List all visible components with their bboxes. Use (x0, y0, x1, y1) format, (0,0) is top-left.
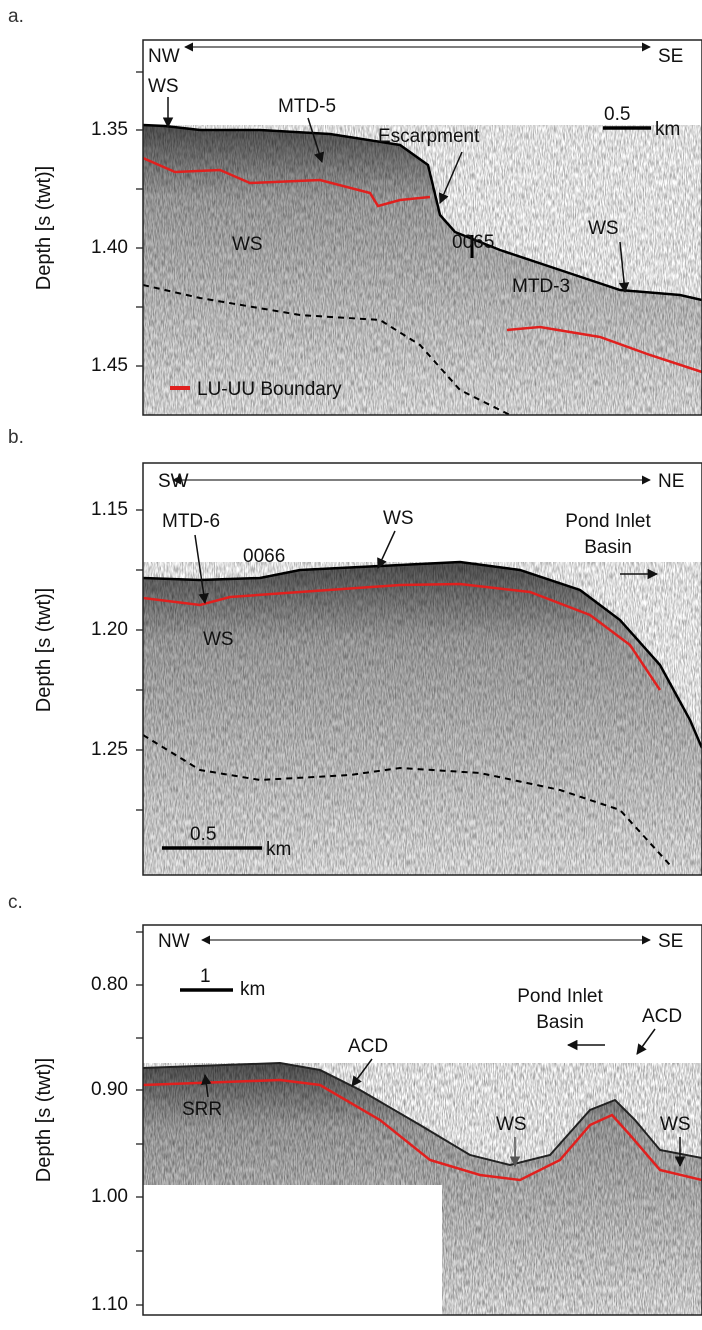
basin-label: Pond Inlet (565, 511, 651, 532)
panel-c: c. NW SE 0.80 0.90 1.00 1.10 Depth [s (t… (8, 892, 702, 1316)
annotation: WS (660, 1114, 691, 1135)
annotation: WS (203, 629, 234, 650)
y-tick-label: 1.20 (91, 619, 128, 640)
scale-value: 0.5 (604, 104, 630, 125)
y-tick-label: 1.00 (91, 1186, 128, 1207)
y-tick-label: 1.40 (91, 237, 128, 258)
y-tick-label: 1.35 (91, 119, 128, 140)
annotation: MTD-6 (162, 511, 220, 532)
panel-label: a. (8, 6, 24, 27)
scale-value: 1 (200, 966, 211, 987)
panel-b: b. SW NE 1.15 1.20 1.25 Depth [s (twt)] … (8, 427, 702, 876)
y-tick-label: 1.10 (91, 1294, 128, 1315)
seismic-image (143, 123, 702, 415)
basin-label: Basin (536, 1012, 584, 1033)
direction-right: SE (658, 46, 683, 67)
panel-a: a. NW SE 1.35 1.40 1.45 Depth [s (twt)] … (8, 6, 702, 416)
scale-unit: km (240, 979, 265, 1000)
y-axis-title: Depth [s (twt)] (33, 588, 55, 712)
annotation: ACD (642, 1006, 682, 1027)
y-tick-label: 0.80 (91, 974, 128, 995)
annotation: 0066 (243, 546, 285, 567)
y-tick-label: 1.25 (91, 739, 128, 760)
direction-right: SE (658, 931, 683, 952)
annotation: 0065 (452, 232, 494, 253)
annotation: MTD-5 (278, 96, 336, 117)
y-axis-title: Depth [s (twt)] (33, 1058, 55, 1182)
direction-left: NW (148, 46, 180, 67)
annotation: WS (232, 234, 263, 255)
annotation: WS (588, 218, 619, 239)
annotation: Escarpment (378, 126, 480, 147)
scale-unit: km (655, 119, 680, 140)
panel-label: c. (8, 892, 23, 913)
annotation: MTD-3 (512, 276, 570, 297)
y-tick-label: 0.90 (91, 1079, 128, 1100)
seismic-image (143, 1061, 702, 1315)
direction-left: NW (158, 931, 190, 952)
scale-unit: km (266, 839, 291, 860)
legend-label: LU-UU Boundary (197, 379, 342, 400)
annotation: WS (383, 508, 414, 529)
y-tick-label: 1.15 (91, 499, 128, 520)
annotation: WS (496, 1114, 527, 1135)
panel-label: b. (8, 427, 24, 448)
direction-right: NE (658, 471, 684, 492)
annotation: ACD (348, 1036, 388, 1057)
y-axis-title: Depth [s (twt)] (33, 166, 55, 290)
basin-label: Pond Inlet (517, 986, 603, 1007)
direction-left: SW (158, 471, 189, 492)
annotation: SRR (182, 1099, 222, 1120)
basin-label: Basin (584, 537, 632, 558)
seismic-image (143, 560, 702, 875)
scale-value: 0.5 (190, 824, 216, 845)
y-tick-label: 1.45 (91, 355, 128, 376)
annotation: WS (148, 76, 179, 97)
